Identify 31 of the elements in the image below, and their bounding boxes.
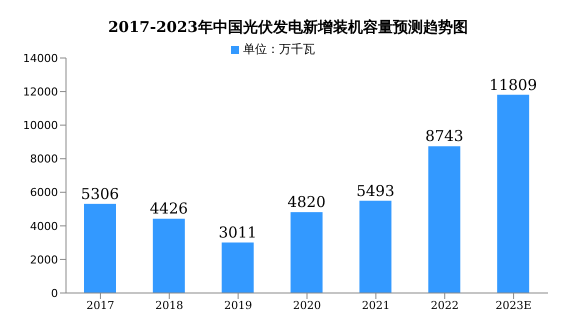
y-tick-label: 2000 — [30, 253, 58, 266]
data-label: 11809 — [489, 76, 537, 94]
x-tick-label: 2017 — [86, 298, 114, 312]
data-label: 5306 — [80, 184, 120, 203]
bar — [84, 204, 116, 293]
x-tick-label: 2018 — [155, 298, 184, 312]
x-tick-label: 2022 — [430, 298, 459, 312]
chart-title: 2017-2023年中国光伏发电新增装机容量预测趋势图 — [107, 17, 469, 37]
data-label: 5493 — [356, 182, 395, 200]
y-tick-label: 4000 — [30, 220, 58, 233]
bar — [290, 212, 323, 293]
bar — [222, 242, 254, 293]
x-tick-label: 2019 — [224, 298, 252, 312]
x-tick-label: 2023E — [496, 298, 532, 312]
x-tick-label: 2020 — [293, 298, 321, 312]
y-tick-label: 6000 — [30, 186, 58, 200]
bar — [152, 218, 185, 293]
x-tick-label: 2021 — [362, 298, 390, 312]
y-tick-label: 12000 — [23, 85, 58, 98]
legend-label: 单位：万千瓦 — [243, 42, 315, 56]
y-tick-label: 0 — [51, 286, 58, 300]
bar — [428, 146, 460, 293]
y-tick-label: 8000 — [30, 152, 58, 166]
data-label: 3011 — [218, 223, 257, 242]
data-label: 8743 — [425, 127, 464, 146]
bar — [359, 200, 392, 293]
data-label: 4820 — [287, 193, 326, 212]
bar — [497, 94, 530, 293]
y-tick-label: 10000 — [23, 119, 58, 132]
data-label: 4426 — [150, 200, 188, 218]
y-tick-label: 14000 — [23, 52, 58, 65]
